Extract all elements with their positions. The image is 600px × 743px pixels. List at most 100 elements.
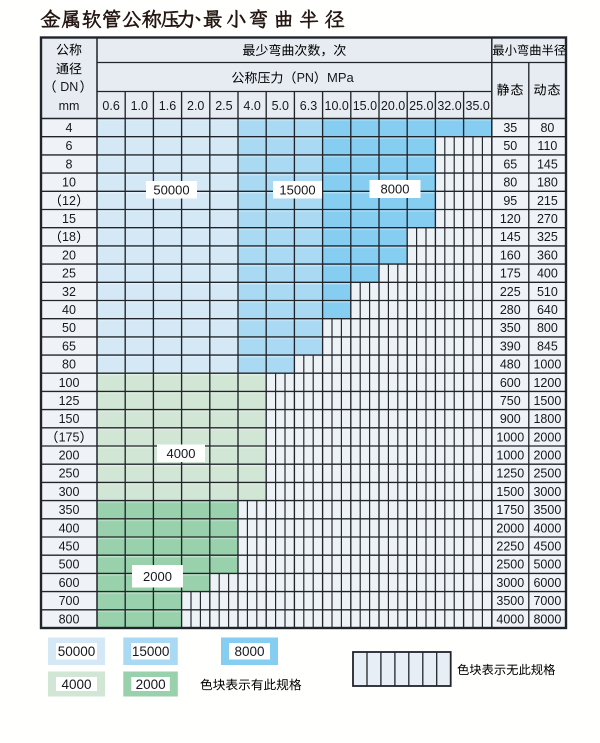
svg-text:6: 6: [66, 139, 73, 153]
svg-text:35: 35: [503, 121, 517, 135]
svg-text:2.5: 2.5: [215, 99, 232, 113]
svg-text:mm: mm: [59, 99, 80, 113]
svg-text:2000: 2000: [136, 677, 166, 692]
svg-text:4000: 4000: [61, 677, 91, 692]
svg-text:1750: 1750: [496, 503, 524, 517]
svg-text:2000: 2000: [496, 521, 524, 535]
svg-text:32: 32: [62, 285, 76, 299]
svg-text:750: 750: [500, 394, 521, 408]
svg-text:32.0: 32.0: [437, 99, 461, 113]
svg-text:1000: 1000: [496, 430, 524, 444]
svg-text:2000: 2000: [533, 430, 561, 444]
svg-text:2000: 2000: [143, 569, 172, 584]
svg-text:3500: 3500: [533, 503, 561, 517]
svg-text:3000: 3000: [533, 485, 561, 499]
svg-text:270: 270: [537, 212, 558, 226]
svg-text:800: 800: [59, 612, 80, 626]
svg-text:1800: 1800: [533, 412, 561, 426]
svg-text:8000: 8000: [533, 612, 561, 626]
svg-text:500: 500: [59, 558, 80, 572]
svg-text:7000: 7000: [533, 594, 561, 608]
svg-text:1500: 1500: [533, 394, 561, 408]
svg-text:280: 280: [500, 303, 521, 317]
svg-text:110: 110: [537, 139, 557, 153]
svg-text:MPa: MPa: [327, 70, 355, 85]
svg-text:215: 215: [537, 194, 558, 208]
svg-text:250: 250: [59, 467, 80, 481]
svg-text:6.3: 6.3: [300, 99, 317, 113]
svg-text:900: 900: [500, 412, 521, 426]
svg-text:300: 300: [59, 485, 80, 499]
svg-text:640: 640: [537, 303, 558, 317]
svg-text:95: 95: [503, 194, 517, 208]
svg-text:6000: 6000: [533, 576, 561, 590]
svg-text:700: 700: [59, 594, 80, 608]
svg-text:845: 845: [537, 339, 558, 353]
svg-text:4.0: 4.0: [243, 99, 260, 113]
svg-text:510: 510: [537, 285, 558, 299]
svg-text:175: 175: [59, 430, 80, 444]
svg-text:15000: 15000: [132, 644, 170, 659]
svg-text:200: 200: [59, 449, 80, 463]
svg-text:25.0: 25.0: [409, 99, 433, 113]
svg-text:15.0: 15.0: [353, 99, 377, 113]
svg-text:5000: 5000: [533, 558, 561, 572]
svg-text:8: 8: [66, 157, 73, 171]
svg-text:65: 65: [503, 157, 517, 171]
svg-text:40: 40: [62, 303, 76, 317]
svg-text:4500: 4500: [533, 540, 561, 554]
svg-text:100: 100: [59, 376, 80, 390]
svg-text:150: 150: [59, 412, 80, 426]
svg-text:4000: 4000: [496, 612, 524, 626]
svg-text:DN: DN: [60, 80, 78, 94]
svg-text:800: 800: [537, 321, 558, 335]
svg-text:1.6: 1.6: [159, 99, 176, 113]
svg-text:350: 350: [500, 321, 521, 335]
svg-text:8000: 8000: [381, 182, 410, 197]
svg-text:1200: 1200: [533, 376, 561, 390]
svg-text:15000: 15000: [279, 182, 315, 197]
svg-text:80: 80: [62, 358, 76, 372]
svg-text:180: 180: [537, 176, 558, 190]
svg-text:35.0: 35.0: [466, 99, 490, 113]
svg-text:4000: 4000: [533, 521, 561, 535]
svg-text:225: 225: [500, 285, 521, 299]
svg-text:3000: 3000: [496, 576, 524, 590]
svg-text:1000: 1000: [496, 449, 524, 463]
svg-text:65: 65: [62, 339, 76, 353]
svg-text:350: 350: [59, 503, 80, 517]
svg-text:1000: 1000: [533, 358, 561, 372]
svg-text:2.0: 2.0: [187, 99, 204, 113]
svg-text:480: 480: [500, 358, 521, 372]
svg-text:50000: 50000: [58, 644, 96, 659]
svg-text:2500: 2500: [533, 467, 561, 481]
svg-text:325: 325: [537, 230, 558, 244]
svg-text:160: 160: [500, 248, 521, 262]
svg-text:12: 12: [62, 194, 76, 208]
svg-text:600: 600: [500, 376, 521, 390]
svg-text:5.0: 5.0: [272, 99, 289, 113]
svg-text:50: 50: [62, 321, 76, 335]
svg-text:2500: 2500: [496, 558, 524, 572]
svg-text:50000: 50000: [153, 182, 189, 197]
svg-text:4000: 4000: [167, 446, 196, 461]
svg-text:1.0: 1.0: [131, 99, 148, 113]
svg-text:360: 360: [537, 248, 558, 262]
svg-text:4: 4: [66, 121, 73, 135]
svg-text:120: 120: [500, 212, 521, 226]
svg-text:450: 450: [59, 540, 80, 554]
svg-text:2250: 2250: [496, 540, 524, 554]
svg-text:50: 50: [503, 139, 517, 153]
svg-text:20: 20: [62, 248, 76, 262]
svg-text:20.0: 20.0: [381, 99, 405, 113]
svg-text:125: 125: [59, 394, 80, 408]
svg-text:1500: 1500: [496, 485, 524, 499]
svg-text:145: 145: [537, 157, 558, 171]
svg-text:145: 145: [500, 230, 521, 244]
svg-text:8000: 8000: [234, 644, 264, 659]
svg-text:80: 80: [540, 121, 554, 135]
svg-text:175: 175: [500, 267, 521, 281]
svg-text:25: 25: [62, 267, 76, 281]
svg-text:0.6: 0.6: [102, 99, 119, 113]
svg-text:15: 15: [62, 212, 76, 226]
